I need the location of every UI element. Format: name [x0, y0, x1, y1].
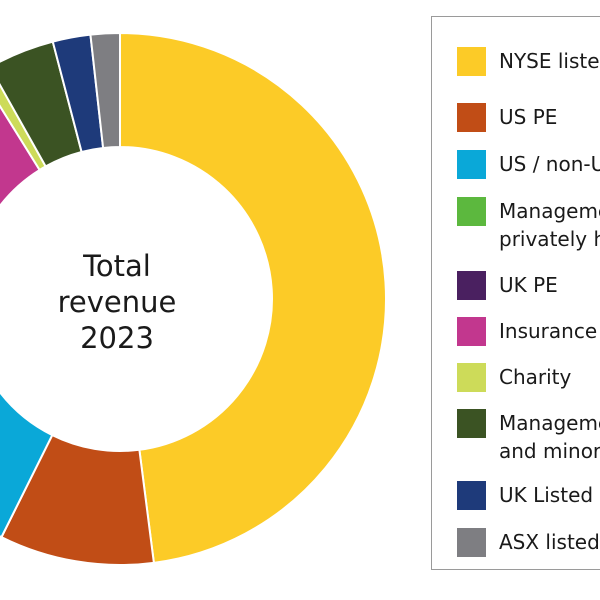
- legend-label-5-line-0: Insurance: [499, 319, 598, 343]
- legend-label-6-line-0: Charity: [499, 365, 572, 389]
- legend-item-4: UK PE: [457, 271, 558, 300]
- legend-swatch-5: [457, 317, 486, 346]
- legend-label-2-line-0: US / non-UK: [499, 152, 600, 176]
- legend-swatch-3: [457, 197, 486, 226]
- legend-label-1: US PE: [499, 103, 557, 131]
- legend-label-3: Management and privately held: [499, 197, 600, 253]
- donut-slice-2: [0, 390, 54, 539]
- legend-item-5: Insurance: [457, 317, 597, 346]
- legend-label-9: ASX listed: [499, 528, 600, 556]
- legend-item-0: NYSE listed: [457, 47, 600, 76]
- legend-swatch-4: [457, 271, 486, 300]
- legend-label-6: Charity: [499, 363, 571, 391]
- legend-label-4: UK PE: [499, 271, 558, 299]
- legend-item-6: Charity: [457, 363, 571, 392]
- donut-slice-0: [119, 31, 387, 564]
- legend-label-0: NYSE listed: [499, 47, 600, 75]
- legend-item-8: UK Listed: [457, 481, 593, 510]
- legend-label-8-line-0: UK Listed: [499, 483, 594, 507]
- legend-swatch-0: [457, 47, 486, 76]
- legend-item-2: US / non-UK: [457, 150, 600, 179]
- legend-label-0-line-0: NYSE listed: [499, 49, 600, 73]
- legend-swatch-7: [457, 409, 486, 438]
- legend-label-4-line-0: UK PE: [499, 273, 558, 297]
- legend-item-7: Management and minority: [457, 409, 600, 465]
- legend-label-3-line-0: Management and: [499, 199, 600, 223]
- center-label-line-1: Total: [83, 249, 151, 283]
- legend-swatch-2: [457, 150, 486, 179]
- legend-swatch-9: [457, 528, 486, 557]
- legend-item-9: ASX listed: [457, 528, 600, 557]
- legend-swatch-1: [457, 103, 486, 132]
- legend: NYSE listed US PE US / non-UK Management an…: [431, 16, 600, 570]
- center-label-line-3: 2023: [80, 321, 154, 355]
- legend-label-8: UK Listed: [499, 481, 593, 509]
- legend-label-3-line-1: privately held: [499, 227, 600, 251]
- donut-slice-9: [89, 31, 121, 150]
- legend-label-7: Management and minority: [499, 409, 600, 465]
- legend-item-1: US PE: [457, 103, 557, 132]
- legend-label-1-line-0: US PE: [499, 105, 558, 129]
- legend-label-5: Insurance: [499, 317, 597, 345]
- legend-label-7-line-1: and minority: [499, 439, 600, 463]
- legend-label-7-line-0: Management: [499, 411, 600, 435]
- legend-label-2: US / non-UK: [499, 150, 600, 178]
- legend-label-9-line-0: ASX listed: [499, 530, 600, 554]
- legend-item-3: Management and privately held: [457, 197, 600, 253]
- center-label-line-2: revenue: [57, 285, 177, 319]
- legend-swatch-6: [457, 363, 486, 392]
- legend-swatch-8: [457, 481, 486, 510]
